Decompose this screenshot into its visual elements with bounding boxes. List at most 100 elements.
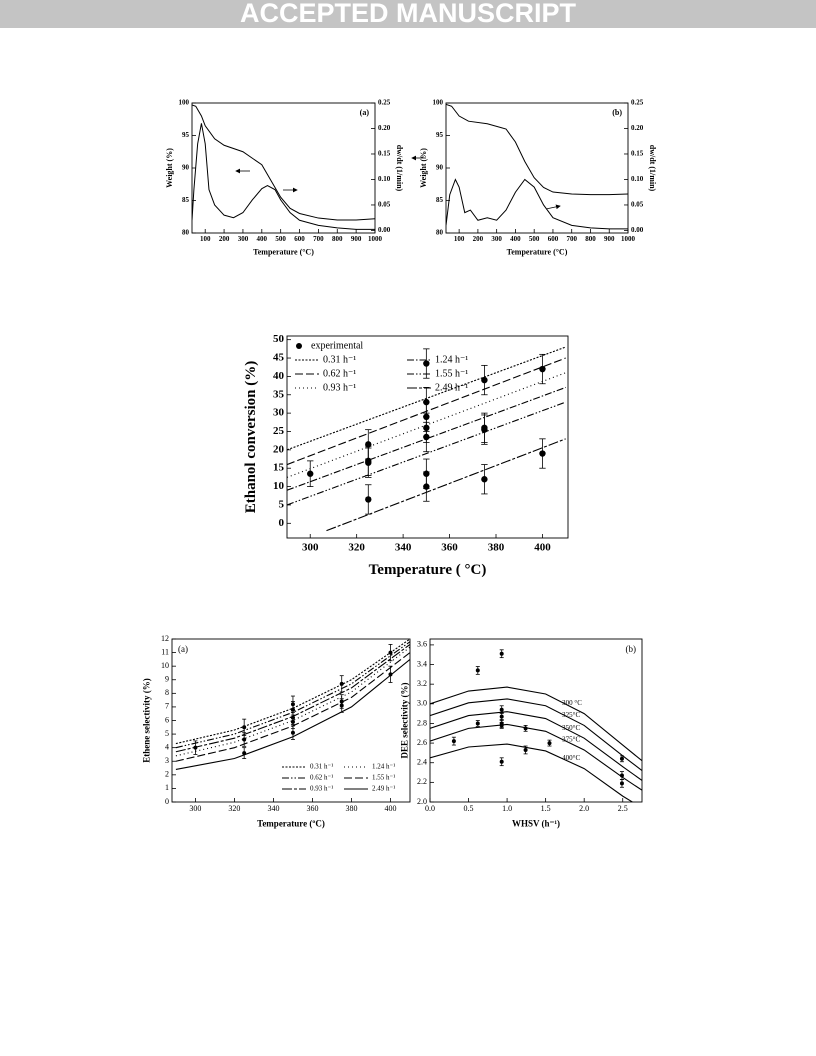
legend-label: 0.93 h⁻¹	[323, 382, 356, 393]
x-tick-label: 1000	[368, 235, 383, 243]
data-point	[451, 739, 456, 744]
x-tick-label: 700	[313, 235, 324, 243]
data-point	[388, 672, 393, 677]
x-tick-label: 340	[267, 804, 279, 813]
x-tick-label: 400	[510, 235, 521, 243]
y-tick-label: 8	[165, 688, 169, 697]
banner-text: ACCEPTED MANUSCRIPT	[240, 0, 577, 28]
legend-label: 1.55 h⁻¹	[435, 368, 468, 379]
x-tick-label: 300	[302, 541, 319, 553]
y-tick-label: 45	[273, 352, 285, 364]
x-tick-label: 100	[454, 235, 465, 243]
y-tick-label: 95	[436, 131, 444, 139]
y-tick-label: 15	[273, 462, 285, 474]
panel-label: (a)	[360, 108, 370, 117]
x-tick-label: 300	[491, 235, 502, 243]
series-line	[287, 386, 566, 491]
x-tick-label: 600	[548, 235, 559, 243]
x-tick-label: 900	[351, 235, 362, 243]
y-tick-label: 20	[273, 443, 285, 455]
y-tick-label: 12	[161, 634, 169, 643]
y2-tick-label: 0.25	[631, 99, 644, 107]
y-axis-label: Weight (%)	[165, 148, 174, 188]
series-line	[192, 123, 375, 230]
x-tick-label: 800	[332, 235, 343, 243]
y2-tick-label: 0.20	[631, 124, 644, 132]
panel-label: (a)	[178, 644, 188, 654]
x-tick-label: 320	[228, 804, 240, 813]
data-point	[539, 365, 546, 373]
y-tick-label: 9	[165, 675, 169, 684]
x-tick-label: 500	[529, 235, 540, 243]
data-point	[423, 483, 430, 490]
y-tick-label: 2.8	[417, 718, 427, 727]
x-tick-label: 300	[238, 235, 249, 243]
y2-tick-label: 0.00	[631, 226, 644, 234]
y-tick-label: 80	[182, 229, 190, 237]
data-point	[423, 360, 430, 367]
y2-tick-label: 0.10	[378, 175, 391, 183]
data-point	[539, 450, 546, 457]
data-point	[365, 496, 372, 503]
data-point	[475, 668, 480, 673]
x-tick-label: 300	[189, 804, 201, 813]
x-tick-label: 400	[384, 804, 396, 813]
y-axis-label: Weight (%)	[419, 148, 428, 188]
y-tick-label: 2.6	[417, 738, 427, 747]
y-tick-label: 90	[436, 164, 444, 172]
legend-label: 2.49 h⁻¹	[435, 382, 468, 393]
series-line	[175, 646, 410, 757]
x-tick-label: 0.5	[464, 804, 474, 813]
x-tick-label: 360	[441, 541, 458, 553]
y-tick-label: 100	[433, 99, 444, 107]
x-axis-label: Temperature ( °C)	[369, 562, 487, 578]
x-tick-label: 320	[348, 541, 365, 553]
legend-marker	[296, 343, 302, 349]
series-line	[175, 652, 410, 762]
data-point	[499, 714, 504, 719]
x-tick-label: 500	[275, 235, 286, 243]
y-tick-label: 2	[165, 770, 169, 779]
series-line	[326, 438, 566, 532]
panel-label: (b)	[612, 108, 622, 117]
legend-label: 1.24 h⁻¹	[435, 354, 468, 365]
y-tick-label: 35	[273, 388, 285, 400]
series-line	[287, 346, 566, 451]
banner	[0, 0, 816, 28]
legend-label: 0.62 h⁻¹	[323, 368, 356, 379]
series-line	[192, 104, 375, 221]
y-tick-label: 100	[179, 99, 190, 107]
series-line	[175, 639, 410, 745]
x-tick-label: 2.0	[579, 804, 589, 813]
x-tick-label: 900	[604, 235, 615, 243]
legend-label: 0.93 h⁻¹	[310, 785, 333, 793]
legend-label: experimental	[311, 340, 363, 351]
x-tick-label: 1.5	[541, 804, 551, 813]
y2-tick-label: 0.15	[631, 150, 644, 158]
legend-label: 0.31 h⁻¹	[323, 354, 356, 365]
legend-label: 0.31 h⁻¹	[310, 763, 333, 771]
y2-tick-label: 0.10	[631, 175, 644, 183]
data-point	[547, 741, 552, 746]
y-tick-label: 2.4	[417, 758, 427, 767]
x-tick-label: 100	[200, 235, 211, 243]
y-tick-label: 1	[165, 783, 169, 792]
y-tick-label: 3.0	[417, 699, 427, 708]
y2-tick-label: 0.25	[378, 99, 391, 107]
y-tick-label: 25	[273, 425, 285, 437]
y-axis-label: DEE selectivity (%)	[399, 683, 409, 759]
y2-tick-label: 0.05	[378, 201, 391, 209]
plot-frame	[191, 102, 376, 234]
curve-label: 400°C	[562, 754, 580, 762]
legend-label: 0.62 h⁻¹	[310, 774, 333, 782]
y-tick-label: 3.2	[417, 679, 427, 688]
x-tick-label: 360	[306, 804, 318, 813]
y-tick-label: 0	[279, 517, 285, 529]
x-axis-label: Temperature (ºC)	[257, 818, 325, 828]
x-tick-label: 700	[566, 235, 577, 243]
series-line	[430, 711, 642, 781]
x-tick-label: 380	[345, 804, 357, 813]
y-tick-label: 85	[182, 196, 190, 204]
y-tick-label: 3	[165, 756, 169, 765]
y-tick-label: 3.4	[417, 659, 427, 668]
